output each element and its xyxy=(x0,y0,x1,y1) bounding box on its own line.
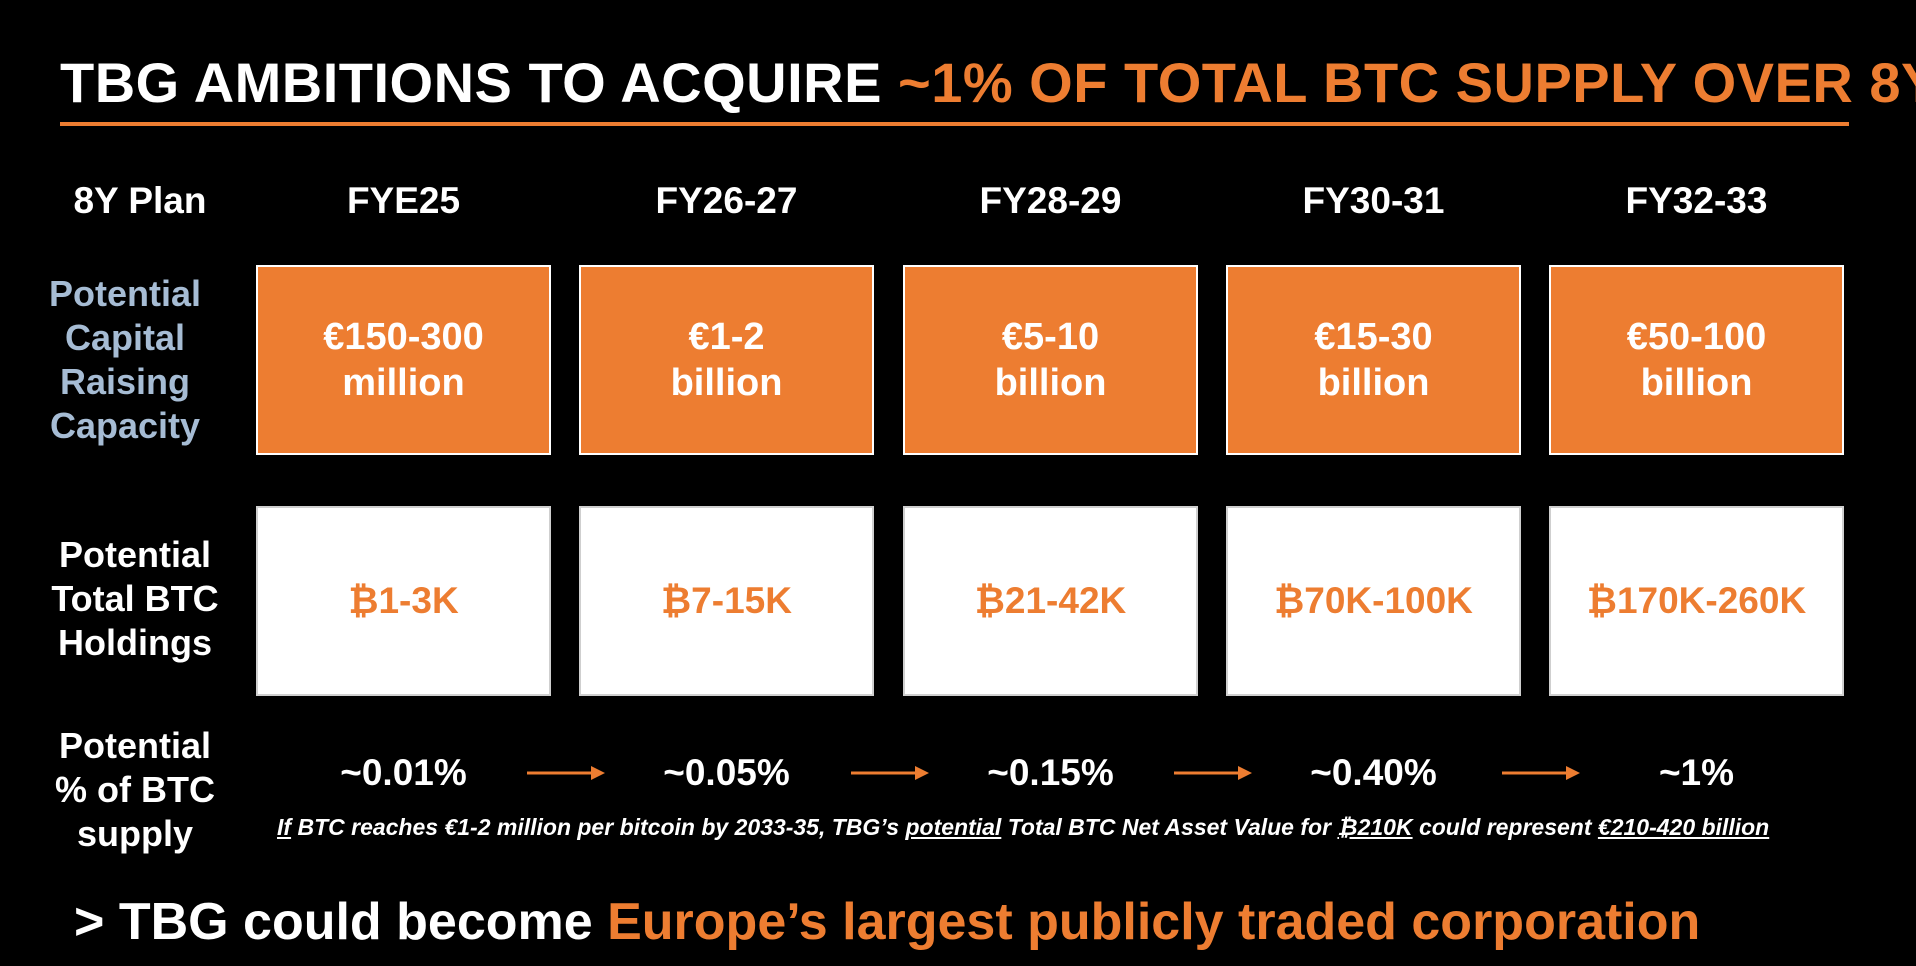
footnote-text-2: Total BTC Net Asset Value for xyxy=(1001,814,1338,840)
holdings-row-label: Potential Total BTC Holdings xyxy=(30,533,240,665)
conclusion-orange-part: Europe’s largest publicly traded corpora… xyxy=(607,893,1701,951)
right-arrow-icon xyxy=(1502,766,1580,780)
capital-amount: €50-100 xyxy=(1626,316,1767,358)
capital-unit: billion xyxy=(670,362,783,404)
column-header-fye25: FYE25 xyxy=(346,180,461,221)
footnote-text-3: could represent xyxy=(1412,814,1598,840)
capital-unit: billion xyxy=(1317,362,1430,404)
capital-unit: billion xyxy=(1640,362,1753,404)
capital-amount: €150-300 xyxy=(323,316,484,358)
holdings-box-fy32-33: ₿170K-260K xyxy=(1549,506,1844,696)
title-orange-part: ~1% OF TOTAL BTC SUPPLY OVER 8Y xyxy=(897,51,1916,114)
holdings-box-fy26-27: ₿7-15K xyxy=(579,506,874,696)
footnote-value: €210-420 billion xyxy=(1597,814,1770,840)
supply-pct-fy28-29: ~0.15% xyxy=(987,752,1114,793)
column-header-fy26-27: FY26-27 xyxy=(655,180,798,221)
holdings-label-line: Potential xyxy=(58,534,211,575)
column-header-fy30-31: FY30-31 xyxy=(1302,180,1445,221)
capital-box-fy32-33: €50-100 billion xyxy=(1549,265,1844,455)
supply-pct-fy32-33: ~1% xyxy=(1658,752,1735,793)
capital-amount: €5-10 xyxy=(1001,316,1100,358)
capital-box-fy30-31: €15-30 billion xyxy=(1226,265,1521,455)
capital-box-fye25: €150-300 million xyxy=(256,265,551,455)
plan-label: 8Y Plan xyxy=(73,180,207,221)
capital-unit: billion xyxy=(994,362,1107,404)
supply-label-line: supply xyxy=(76,813,193,854)
slide-title: TBG AMBITIONS TO ACQUIRE ~1% OF TOTAL BT… xyxy=(60,48,1916,118)
capital-box-fy26-27: €1-2 billion xyxy=(579,265,874,455)
capital-box-fy28-29: €5-10 billion xyxy=(903,265,1198,455)
capital-label-line: Capacity xyxy=(49,405,201,446)
footnote-btc-amount: ₿210K xyxy=(1337,814,1413,840)
footnote: If BTC reaches €1-2 million per bitcoin … xyxy=(277,812,1857,842)
supply-label-line: Potential xyxy=(58,725,211,766)
holdings-box-fy28-29: ₿21-42K xyxy=(903,506,1198,696)
capital-unit: million xyxy=(342,362,465,404)
right-arrow-icon xyxy=(1174,766,1252,780)
capital-row-label: Potential Capital Raising Capacity xyxy=(20,272,230,448)
supply-label-line: % of BTC xyxy=(55,769,215,810)
conclusion-white-part: > TBG could become xyxy=(74,893,608,951)
supply-row-label: Potential % of BTC supply xyxy=(30,724,240,856)
footnote-if: If xyxy=(277,814,292,840)
holdings-label-line: Total BTC xyxy=(51,578,219,619)
holdings-box-fy30-31: ₿70K-100K xyxy=(1226,506,1521,696)
footnote-potential: potential xyxy=(905,814,1002,840)
capital-amount: €15-30 xyxy=(1314,316,1433,358)
footnote-text-1: BTC reaches €1-2 million per bitcoin by … xyxy=(291,814,906,840)
holdings-label-line: Holdings xyxy=(58,622,212,663)
conclusion-statement: > TBG could become Europe’s largest publ… xyxy=(74,890,1700,954)
title-underline xyxy=(60,122,1849,126)
capital-label-line: Raising xyxy=(59,361,191,402)
column-header-fy28-29: FY28-29 xyxy=(979,180,1122,221)
supply-pct-fy30-31: ~0.40% xyxy=(1310,752,1437,793)
capital-label-line: Potential xyxy=(48,273,201,314)
supply-pct-fye25: ~0.01% xyxy=(340,752,467,793)
title-white-part: TBG AMBITIONS TO ACQUIRE xyxy=(60,51,898,114)
capital-label-line: Capital xyxy=(64,317,186,358)
supply-pct-fy26-27: ~0.05% xyxy=(663,752,790,793)
holdings-box-fye25: ₿1-3K xyxy=(256,506,551,696)
right-arrow-icon xyxy=(851,766,929,780)
column-header-fy32-33: FY32-33 xyxy=(1625,180,1768,221)
right-arrow-icon xyxy=(527,766,605,780)
capital-amount: €1-2 xyxy=(688,316,765,358)
